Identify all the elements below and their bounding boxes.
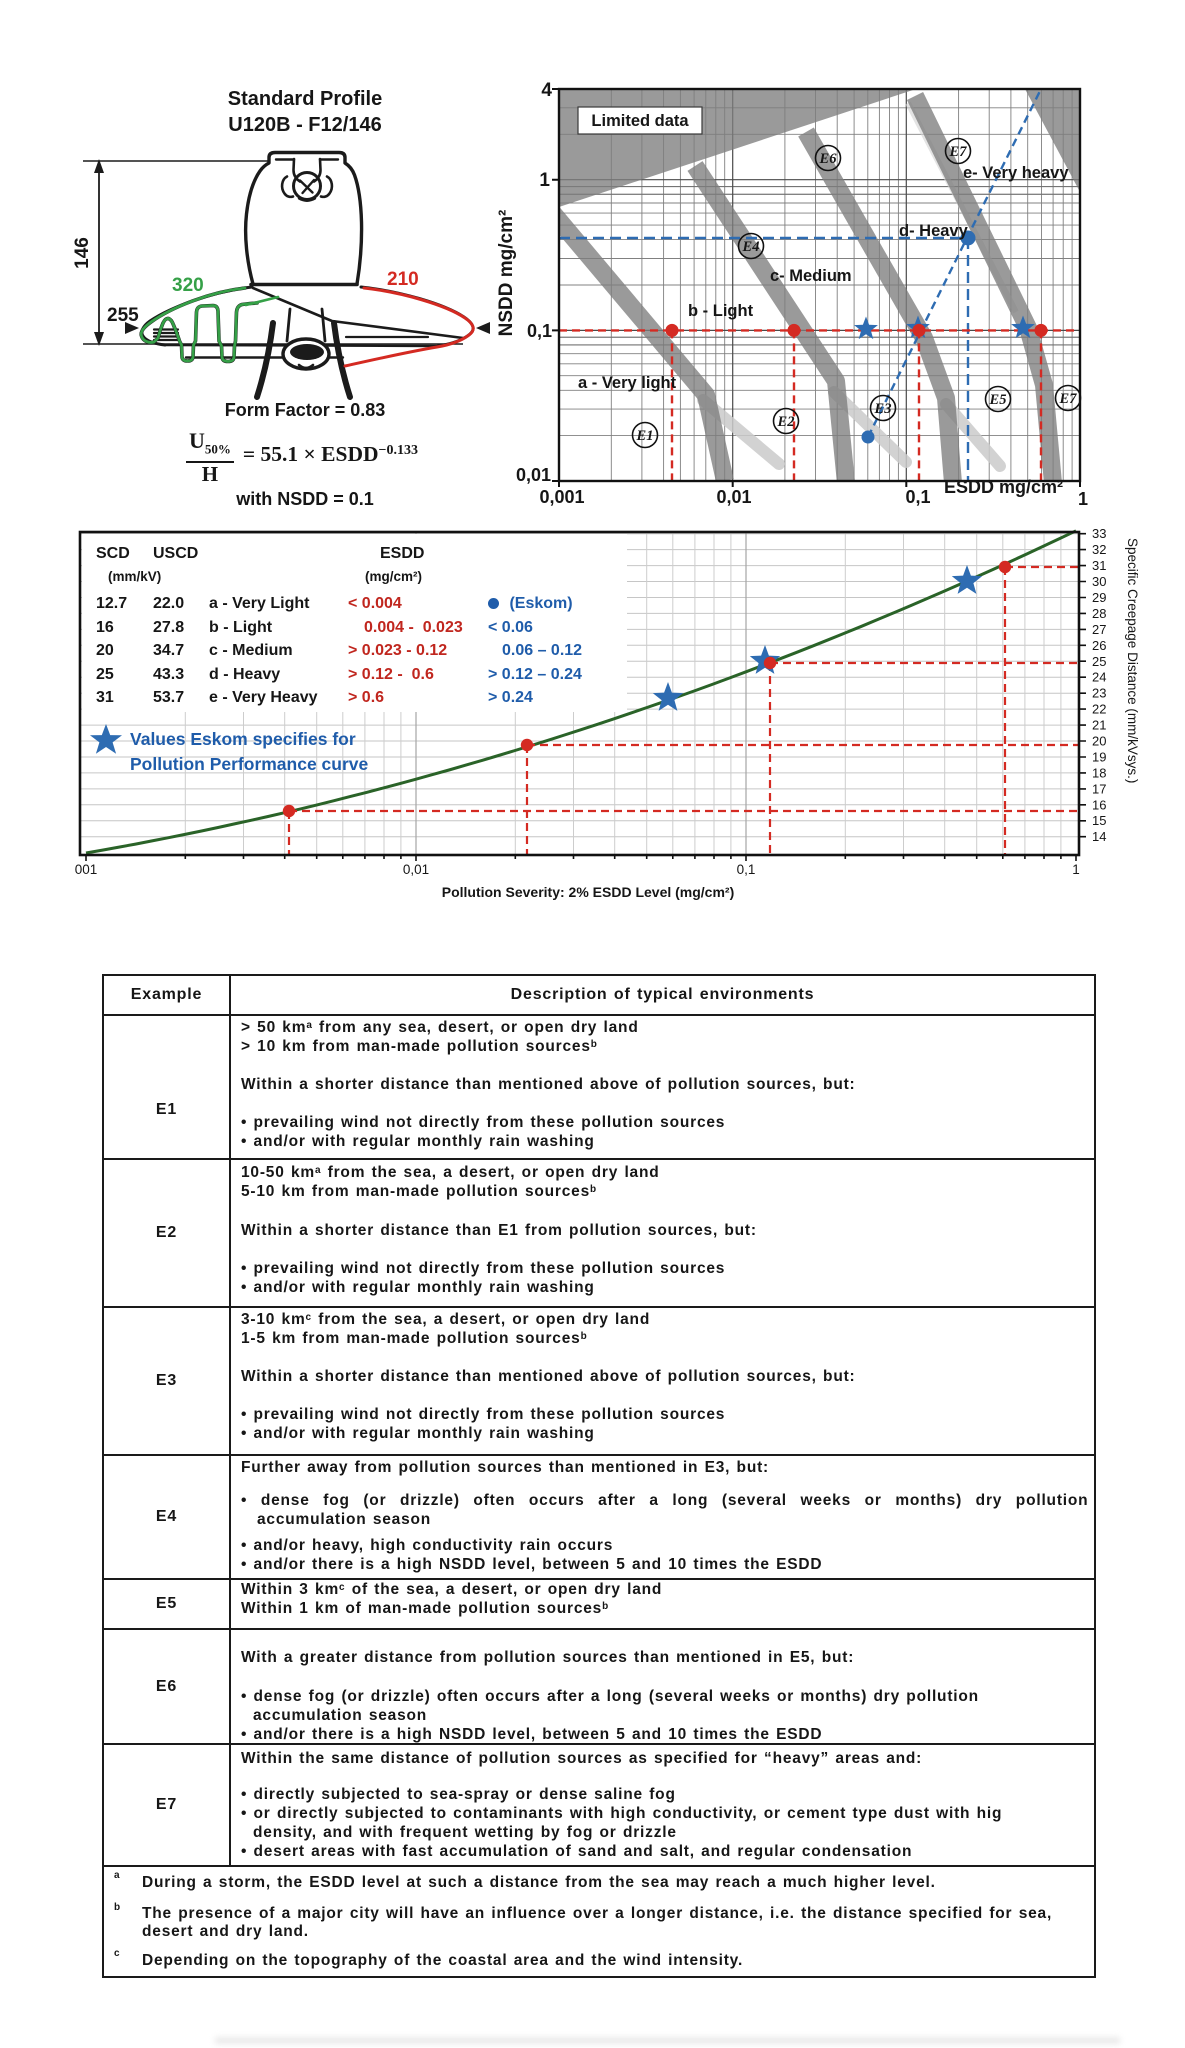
svg-text:E5: E5 bbox=[989, 392, 1007, 408]
svg-text:29: 29 bbox=[1092, 590, 1106, 605]
svg-text:19: 19 bbox=[1092, 750, 1106, 765]
svg-text:33: 33 bbox=[1092, 526, 1106, 541]
svg-text:20: 20 bbox=[1092, 734, 1106, 749]
svg-text:320: 320 bbox=[172, 275, 204, 296]
svg-text:15: 15 bbox=[1092, 813, 1106, 828]
svg-text:31: 31 bbox=[1092, 558, 1106, 573]
svg-text:32: 32 bbox=[1092, 542, 1106, 557]
svg-text:4: 4 bbox=[541, 80, 552, 101]
svg-text:a - Very light: a - Very light bbox=[578, 374, 677, 392]
svg-text:b - Light: b - Light bbox=[688, 302, 754, 320]
svg-text:e- Very heavy: e- Very heavy bbox=[963, 164, 1069, 182]
svg-text:1: 1 bbox=[539, 170, 550, 191]
svg-text:1: 1 bbox=[1072, 862, 1080, 877]
svg-text:17: 17 bbox=[1092, 781, 1106, 796]
svg-text:30: 30 bbox=[1092, 574, 1106, 589]
svg-text:21: 21 bbox=[1092, 718, 1106, 733]
svg-text:26: 26 bbox=[1092, 638, 1106, 653]
svg-text:0,001: 0,001 bbox=[539, 487, 584, 507]
svg-text:25: 25 bbox=[1092, 654, 1106, 669]
svg-text:d- Heavy: d- Heavy bbox=[899, 222, 969, 240]
svg-text:27: 27 bbox=[1092, 622, 1106, 637]
svg-text:E4: E4 bbox=[742, 239, 760, 255]
svg-text:E7: E7 bbox=[1059, 391, 1078, 407]
svg-text:ESDD mg/cm²: ESDD mg/cm² bbox=[944, 477, 1063, 497]
svg-text:Pollution Severity: 2% ESDD Le: Pollution Severity: 2% ESDD Level (mg/cm… bbox=[442, 884, 735, 900]
svg-text:0,01: 0,01 bbox=[516, 465, 551, 485]
svg-text:1: 1 bbox=[1078, 489, 1088, 509]
svg-text:0,1: 0,1 bbox=[737, 862, 756, 877]
svg-text:NSDD mg/cm²: NSDD mg/cm² bbox=[496, 210, 517, 337]
svg-text:24: 24 bbox=[1092, 670, 1106, 685]
svg-text:E2: E2 bbox=[777, 414, 795, 430]
svg-text:18: 18 bbox=[1092, 765, 1106, 780]
svg-text:210: 210 bbox=[387, 269, 419, 290]
svg-text:E7: E7 bbox=[949, 144, 968, 160]
svg-text:c- Medium: c- Medium bbox=[770, 267, 852, 285]
svg-text:0,1: 0,1 bbox=[905, 487, 930, 507]
svg-text:Limited data: Limited data bbox=[591, 112, 689, 130]
svg-text:E6: E6 bbox=[819, 151, 838, 167]
svg-text:E3: E3 bbox=[874, 401, 892, 417]
svg-text:14: 14 bbox=[1092, 829, 1106, 844]
svg-text:23: 23 bbox=[1092, 686, 1106, 701]
svg-text:28: 28 bbox=[1092, 606, 1106, 621]
svg-text:0,1: 0,1 bbox=[527, 321, 552, 341]
svg-text:E1: E1 bbox=[636, 428, 654, 444]
svg-text:0,01: 0,01 bbox=[716, 487, 751, 507]
svg-text:Specific Creepage Distance (mm: Specific Creepage Distance (mm/kVsys.) bbox=[1125, 538, 1140, 783]
svg-text:001: 001 bbox=[75, 862, 98, 877]
svg-text:16: 16 bbox=[1092, 797, 1106, 812]
svg-text:255: 255 bbox=[107, 305, 139, 326]
svg-text:146: 146 bbox=[72, 237, 93, 269]
svg-text:0,01: 0,01 bbox=[403, 862, 429, 877]
svg-text:22: 22 bbox=[1092, 702, 1106, 717]
